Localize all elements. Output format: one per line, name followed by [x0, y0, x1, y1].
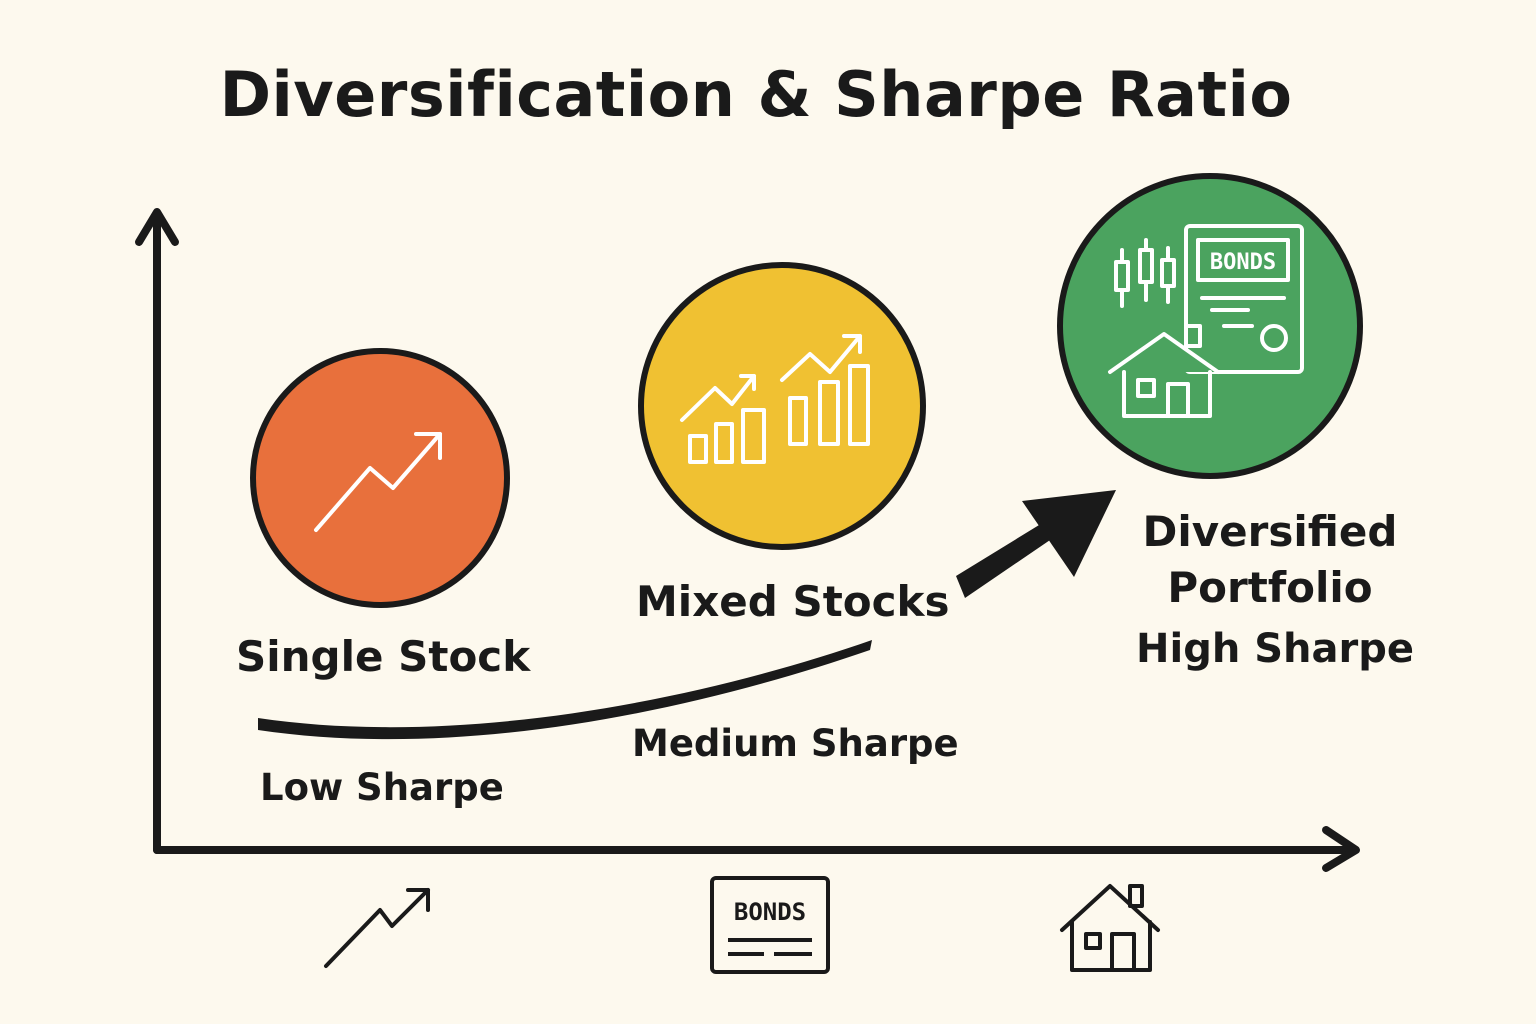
- diversified-label-line1: Diversified: [1142, 507, 1398, 556]
- diversified-label-line2: Portfolio: [1167, 563, 1373, 612]
- diversified-portfolio-bubble: BONDS: [1057, 173, 1363, 479]
- x-axis-bonds-icon: BONDS: [710, 876, 830, 974]
- x-axis-trend-icon: [324, 888, 430, 968]
- bonds-label: BONDS: [1210, 250, 1276, 275]
- x-axis-bonds-label: BONDS: [734, 898, 806, 926]
- page-title: Diversification & Sharpe Ratio: [219, 58, 1293, 131]
- x-axis-arrowhead: [1322, 826, 1360, 872]
- trend-up-arrow-icon: [314, 432, 442, 532]
- portfolio-bonds-house-icon: [1108, 224, 1304, 418]
- x-axis-house-icon: [1060, 884, 1160, 972]
- progress-arrow-shaft: [956, 522, 1053, 598]
- progress-arrow-head: [1022, 490, 1116, 577]
- diversified-portfolio-label: Diversified Portfolio: [1130, 504, 1410, 616]
- mixed-stocks-label: Mixed Stocks: [636, 577, 950, 626]
- single-stock-bubble: [250, 348, 510, 608]
- axes: [135, 208, 1360, 872]
- mixed-stocks-bubble: [638, 262, 926, 550]
- y-axis-arrowhead: [135, 208, 179, 246]
- medium-sharpe-label: Medium Sharpe: [632, 722, 959, 765]
- progress-arrow: [956, 490, 1116, 598]
- single-stock-label: Single Stock: [236, 632, 531, 681]
- progress-curve: [258, 640, 872, 740]
- high-sharpe-label: High Sharpe: [1136, 626, 1414, 672]
- bar-chart-trend-icon: [680, 334, 870, 464]
- low-sharpe-label: Low Sharpe: [260, 766, 504, 809]
